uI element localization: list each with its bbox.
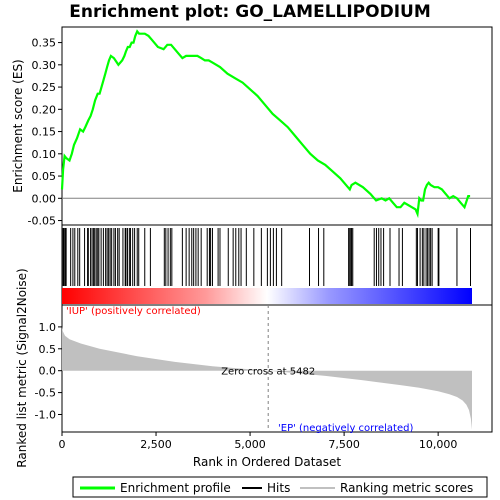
x-tick-label: 2,500 <box>140 438 172 451</box>
es-y-tick-label: 0.35 <box>32 37 57 50</box>
es-y-axis-label: Enrichment score (ES) <box>11 59 25 192</box>
es-y-tick-label: 0.30 <box>32 59 57 72</box>
rank-color-bar <box>62 288 472 304</box>
legend-label-enrichment: Enrichment profile <box>120 481 231 495</box>
legend: Enrichment profile Hits Ranking metric s… <box>72 476 488 498</box>
zero-cross-label: Zero cross at 5482 <box>221 367 315 378</box>
enrichment-score-panel: -0.05 0.00 0.05 0.10 0.15 0.20 0.25 0.30 0.35 En… <box>11 26 493 228</box>
x-tick-label: 5,000 <box>234 438 266 451</box>
x-axis-label: Rank in Ordered Dataset <box>193 455 341 469</box>
es-y-tick-label: 0.00 <box>32 192 57 205</box>
positive-correlation-label: 'IUP' (positively correlated) <box>66 306 201 317</box>
es-y-tick-label: 0.15 <box>32 126 57 139</box>
es-y-tick-label: 0.25 <box>32 81 57 94</box>
es-y-tick-label: -0.05 <box>28 215 56 228</box>
metric-y-axis-label: Ranked list metric (Signal2Noise) <box>15 268 29 467</box>
ranked-metric-panel: -1.0 -0.5 0.0 0.5 1.0 0 2,500 5,000 7,500 10,000… <box>15 268 493 469</box>
metric-y-tick-label: 0.0 <box>39 365 57 378</box>
es-y-tick-label: 0.10 <box>32 148 57 161</box>
metric-y-tick-label: -1.0 <box>35 408 56 421</box>
x-tick-label: 7,500 <box>328 438 360 451</box>
es-y-tick-label: 0.20 <box>32 103 57 116</box>
x-tick-label: 0 <box>59 438 66 451</box>
x-tick-label: 10,000 <box>419 438 458 451</box>
negative-correlation-label: 'EP' (negatively correlated) <box>278 423 413 434</box>
legend-box <box>72 476 488 498</box>
legend-label-hits: Hits <box>267 481 290 495</box>
es-plot-frame <box>61 26 493 226</box>
ranking-metric-area <box>62 326 472 430</box>
hits-panel <box>61 224 493 306</box>
es-y-tick-label: 0.05 <box>32 170 57 183</box>
metric-y-tick-label: -0.5 <box>35 387 56 400</box>
metric-y-tick-label: 1.0 <box>39 321 57 334</box>
chart-title: Enrichment plot: GO_LAMELLIPODIUM <box>69 2 431 22</box>
metric-y-tick-label: 0.5 <box>39 343 57 356</box>
legend-label-ranking: Ranking metric scores <box>340 481 473 495</box>
enrichment-profile-line <box>60 29 471 219</box>
